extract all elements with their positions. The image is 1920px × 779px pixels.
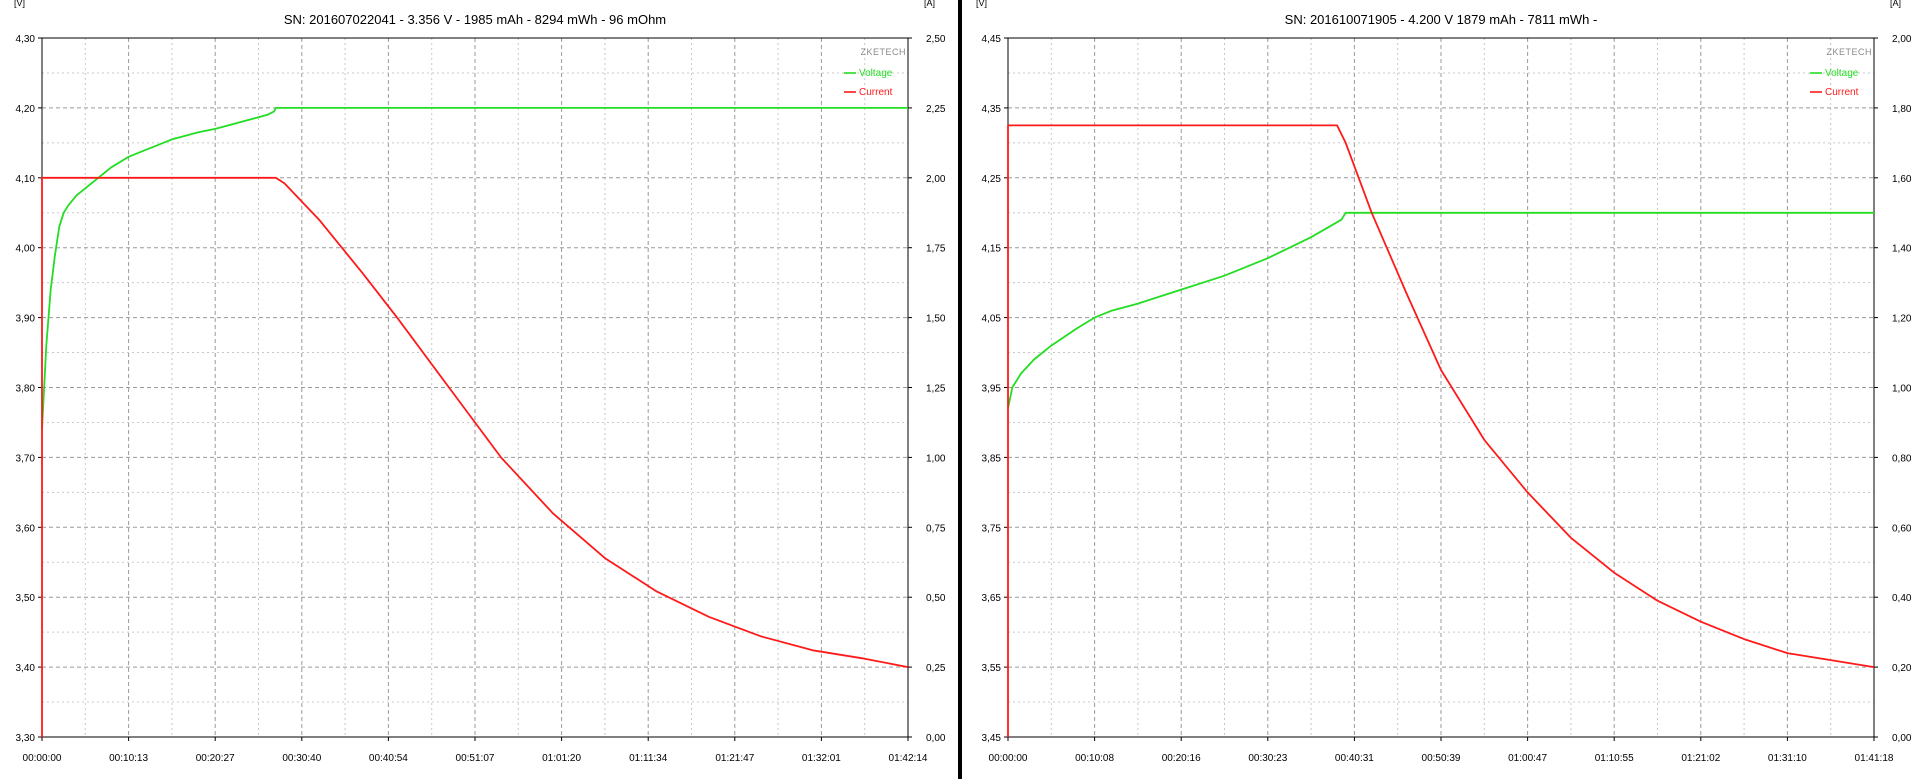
right-axis-tick-label: 2,25	[926, 104, 946, 115]
left-axis-tick-label: 4,00	[16, 244, 36, 255]
left-axis-tick-label: 3,85	[982, 453, 1002, 464]
x-axis-tick-label: 00:50:39	[1422, 753, 1461, 764]
panel-divider	[958, 0, 962, 779]
grid	[42, 38, 908, 737]
brand-label: ZKETECH	[1826, 47, 1872, 57]
legend-entry-current: Current	[859, 87, 893, 98]
right-axis-tick-label: 0,50	[926, 593, 946, 604]
left-axis-tick-label: 4,05	[982, 314, 1002, 325]
series-line-voltage	[41, 107, 908, 430]
left-axis-tick-label: 3,60	[16, 523, 36, 534]
x-axis-tick-label: 00:40:31	[1335, 753, 1374, 764]
right-axis-tick-label: 1,75	[926, 244, 946, 255]
right-axis-tick-label: 1,00	[1892, 384, 1912, 395]
right-axis-tick-label: 0,00	[926, 733, 946, 744]
x-axis-tick-label: 00:30:40	[282, 753, 321, 764]
right-axis-tick-label: 2,00	[926, 174, 946, 185]
brand-label: ZKETECH	[860, 47, 906, 57]
x-axis-tick-label: 00:10:08	[1075, 753, 1114, 764]
right-axis-tick-label: 1,50	[926, 314, 946, 325]
chart-panel-2: SN: 201610071905 - 4.200 V 1879 mAh - 78…	[976, 0, 1912, 764]
x-axis-tick-label: 01:42:14	[889, 753, 928, 764]
x-axis-tick-label: 01:01:20	[542, 753, 581, 764]
legend: Voltage Current	[1810, 68, 1859, 98]
left-axis-tick-label: 4,15	[982, 244, 1002, 255]
right-axis-tick-label: 2,00	[1892, 34, 1912, 45]
left-axis-unit: [V]	[14, 0, 25, 8]
right-axis-tick-label: 2,50	[926, 34, 946, 45]
x-axis-tick-label: 01:21:47	[715, 753, 754, 764]
left-axis-tick-label: 4,10	[16, 174, 36, 185]
right-axis-tick-label: 0,40	[1892, 593, 1912, 604]
legend-entry-current: Current	[1825, 87, 1859, 98]
left-axis-tick-label: 3,90	[16, 314, 36, 325]
x-axis-tick-label: 00:51:07	[456, 753, 495, 764]
right-axis-tick-label: 1,20	[1892, 314, 1912, 325]
x-axis-tick-label: 00:20:16	[1162, 753, 1201, 764]
x-axis-tick-label: 00:30:23	[1248, 753, 1287, 764]
right-axis-tick-label: 1,40	[1892, 244, 1912, 255]
series-line-current	[1007, 124, 1875, 737]
left-axis-tick-label: 4,30	[16, 34, 36, 45]
left-axis-tick-label: 3,40	[16, 663, 36, 674]
x-axis-tick-label: 01:11:34	[629, 753, 668, 764]
left-axis-tick-label: 3,75	[982, 523, 1002, 534]
left-axis-tick-label: 4,25	[982, 174, 1002, 185]
x-axis-tick-label: 01:31:10	[1768, 753, 1807, 764]
left-axis-tick-label: 3,45	[982, 733, 1002, 744]
left-axis-tick-label: 4,45	[982, 34, 1002, 45]
right-axis-tick-label: 0,80	[1892, 453, 1912, 464]
x-axis-tick-label: 01:00:47	[1508, 753, 1547, 764]
right-axis-tick-label: 1,60	[1892, 174, 1912, 185]
x-axis-tick-label: 00:40:54	[369, 753, 408, 764]
left-axis-tick-label: 3,65	[982, 593, 1002, 604]
x-axis-tick-label: 00:20:27	[196, 753, 235, 764]
left-axis-tick-label: 3,70	[16, 453, 36, 464]
series-line-voltage	[1007, 211, 1874, 409]
right-axis-tick-label: 1,80	[1892, 104, 1912, 115]
left-axis-tick-label: 3,30	[16, 733, 36, 744]
x-axis-tick-label: 00:00:00	[989, 753, 1028, 764]
x-axis-tick-label: 01:21:02	[1681, 753, 1720, 764]
x-axis-tick-label: 01:32:01	[802, 753, 841, 764]
chart-title: SN: 201610071905 - 4.200 V 1879 mAh - 78…	[1285, 12, 1598, 27]
right-axis-tick-label: 0,60	[1892, 523, 1912, 534]
x-axis-tick-label: 00:00:00	[23, 753, 62, 764]
right-axis-tick-label: 1,25	[926, 384, 946, 395]
x-axis-tick-label: 00:10:13	[109, 753, 148, 764]
series-line-current	[41, 176, 909, 737]
left-axis-tick-label: 3,95	[982, 384, 1002, 395]
left-axis-tick-label: 3,80	[16, 384, 36, 395]
left-axis-tick-label: 4,20	[16, 104, 36, 115]
left-axis-tick-label: 4,35	[982, 104, 1002, 115]
right-axis-unit: [A]	[924, 0, 935, 8]
right-axis-tick-label: 0,00	[1892, 733, 1912, 744]
legend-entry-voltage: Voltage	[859, 68, 893, 79]
right-axis-unit: [A]	[1890, 0, 1901, 8]
right-axis-tick-label: 0,75	[926, 523, 946, 534]
right-axis-tick-label: 0,20	[1892, 663, 1912, 674]
grid	[1008, 38, 1874, 737]
x-axis-tick-label: 01:41:18	[1855, 753, 1894, 764]
left-axis-tick-label: 3,50	[16, 593, 36, 604]
legend: Voltage Current	[844, 68, 893, 98]
right-axis-tick-label: 1,00	[926, 453, 946, 464]
left-axis-tick-label: 3,55	[982, 663, 1002, 674]
right-axis-tick-label: 0,25	[926, 663, 946, 674]
legend-entry-voltage: Voltage	[1825, 68, 1859, 79]
left-axis-unit: [V]	[976, 0, 987, 8]
x-axis-tick-label: 01:10:55	[1595, 753, 1634, 764]
chart-panel-1: SN: 201607022041 - 3.356 V - 1985 mAh - …	[14, 0, 946, 764]
chart-title: SN: 201607022041 - 3.356 V - 1985 mAh - …	[284, 12, 666, 27]
